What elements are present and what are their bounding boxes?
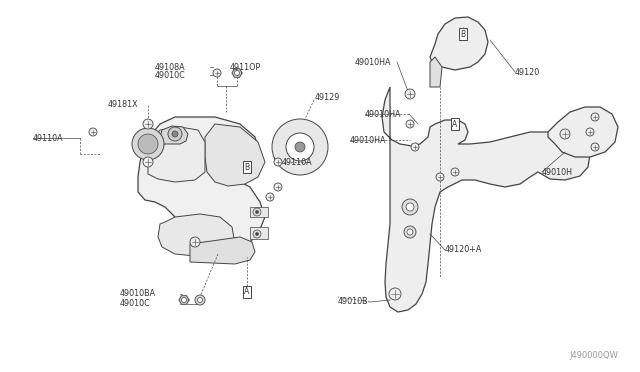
Circle shape <box>168 127 182 141</box>
Circle shape <box>591 113 599 121</box>
Text: 49010HA: 49010HA <box>355 58 392 67</box>
Circle shape <box>138 134 158 154</box>
Circle shape <box>213 69 221 77</box>
Text: 49010HA: 49010HA <box>365 109 401 119</box>
Circle shape <box>560 129 570 139</box>
Polygon shape <box>382 87 590 312</box>
Polygon shape <box>158 214 235 257</box>
Circle shape <box>436 173 444 181</box>
Text: B: B <box>244 163 250 171</box>
Polygon shape <box>148 127 205 182</box>
Circle shape <box>286 133 314 161</box>
Circle shape <box>182 298 186 302</box>
Polygon shape <box>205 124 265 186</box>
Polygon shape <box>138 117 265 252</box>
Circle shape <box>172 131 178 137</box>
Circle shape <box>234 71 239 76</box>
Circle shape <box>143 119 153 129</box>
Text: B: B <box>460 29 465 38</box>
Text: 49010H: 49010H <box>542 167 573 176</box>
Text: A: A <box>244 288 250 296</box>
Text: 49010C: 49010C <box>120 299 151 308</box>
Circle shape <box>255 211 259 214</box>
Text: 49010B: 49010B <box>338 298 369 307</box>
Polygon shape <box>250 207 268 217</box>
Circle shape <box>406 120 414 128</box>
Text: 49108A: 49108A <box>155 62 186 71</box>
Circle shape <box>295 142 305 152</box>
Polygon shape <box>430 17 488 70</box>
Polygon shape <box>160 126 188 144</box>
Circle shape <box>451 168 459 176</box>
Text: 49010HA: 49010HA <box>350 135 387 144</box>
Text: 49120+A: 49120+A <box>445 246 483 254</box>
Polygon shape <box>190 237 255 264</box>
Text: 49010BA: 49010BA <box>120 289 156 298</box>
Text: 49120: 49120 <box>515 67 540 77</box>
Circle shape <box>198 298 202 302</box>
Circle shape <box>132 128 164 160</box>
Text: 49181X: 49181X <box>108 99 139 109</box>
Circle shape <box>404 226 416 238</box>
Circle shape <box>190 237 200 247</box>
Text: 4911OP: 4911OP <box>230 62 261 71</box>
Circle shape <box>253 208 261 216</box>
Circle shape <box>266 193 274 201</box>
Text: II: II <box>147 141 150 147</box>
Text: 49129: 49129 <box>315 93 340 102</box>
Circle shape <box>253 230 261 238</box>
Polygon shape <box>250 227 268 239</box>
Polygon shape <box>548 107 618 157</box>
Text: 49110A: 49110A <box>282 157 312 167</box>
Circle shape <box>405 89 415 99</box>
Text: A: A <box>452 119 458 128</box>
Circle shape <box>272 119 328 175</box>
Circle shape <box>591 143 599 151</box>
Circle shape <box>255 232 259 235</box>
Circle shape <box>274 158 282 166</box>
Text: 49010C: 49010C <box>155 71 186 80</box>
Circle shape <box>389 288 401 300</box>
Text: 49110A: 49110A <box>33 134 63 142</box>
Circle shape <box>195 295 205 305</box>
Circle shape <box>586 128 594 136</box>
Circle shape <box>89 128 97 136</box>
Polygon shape <box>179 296 189 304</box>
Polygon shape <box>430 57 442 87</box>
Circle shape <box>274 183 282 191</box>
Polygon shape <box>232 69 242 77</box>
Circle shape <box>143 157 153 167</box>
Text: J490000QW: J490000QW <box>569 351 618 360</box>
Circle shape <box>411 143 419 151</box>
Circle shape <box>407 229 413 235</box>
Circle shape <box>402 199 418 215</box>
Circle shape <box>406 203 414 211</box>
